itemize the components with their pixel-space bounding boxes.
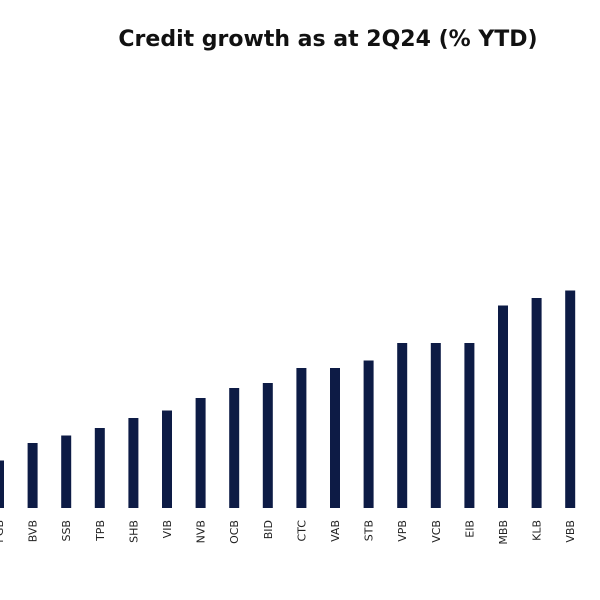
bar	[296, 368, 307, 508]
x-tick-label: VPB	[396, 520, 409, 542]
bar	[94, 428, 105, 508]
bar	[262, 383, 273, 508]
bar	[27, 443, 38, 508]
bar	[0, 460, 4, 508]
x-tick-label: NVB	[195, 520, 208, 543]
x-tick-label: KLB	[531, 520, 544, 541]
x-tick-label: VIB	[161, 520, 174, 538]
bar	[430, 343, 441, 508]
x-tick-label: VAB	[329, 520, 342, 542]
bar	[363, 360, 374, 508]
x-tick-label: EIB	[463, 520, 476, 538]
bar	[128, 418, 139, 508]
x-tick-label: PGB	[0, 520, 6, 543]
x-tick-label: SHB	[127, 520, 140, 543]
bar	[229, 388, 240, 508]
x-tick-label: VBB	[564, 520, 577, 543]
bar	[565, 290, 576, 508]
x-tick-label: MBB	[497, 520, 510, 545]
x-tick-label: OCB	[228, 520, 241, 544]
bar	[498, 305, 508, 508]
bar	[397, 343, 408, 508]
x-tick-label: TPB	[94, 520, 107, 542]
bar	[531, 298, 542, 508]
chart-title: Credit growth as at 2Q24 (% YTD)	[118, 27, 537, 52]
x-tick-label: BID	[262, 520, 275, 539]
bar	[195, 398, 206, 508]
bar	[464, 343, 475, 508]
bar	[61, 435, 72, 508]
x-tick-label: STB	[363, 520, 376, 541]
x-tick-label: CTC	[295, 520, 308, 542]
bar	[330, 368, 340, 508]
x-tick-label: VCB	[430, 520, 443, 543]
bar	[162, 410, 172, 508]
x-tick-label: SSB	[60, 520, 73, 542]
x-tick-label: BVB	[27, 520, 40, 542]
